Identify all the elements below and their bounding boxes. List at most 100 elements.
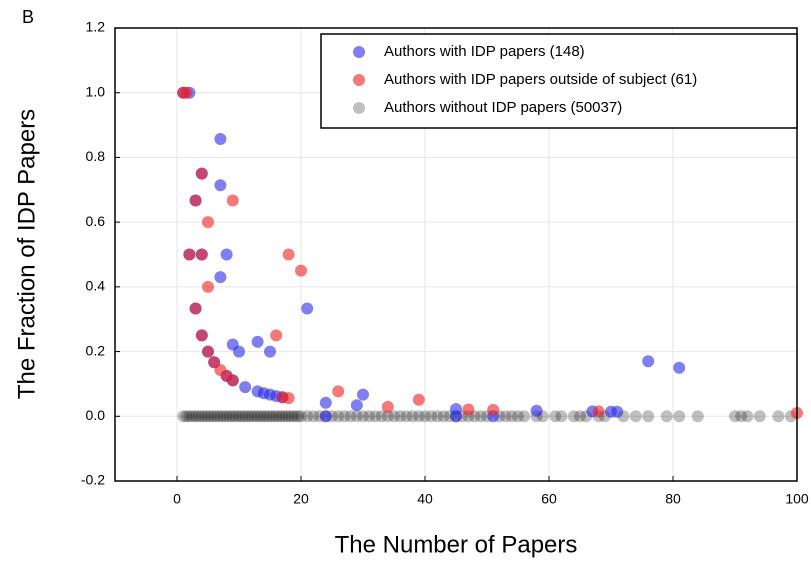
point	[419, 410, 431, 423]
point	[248, 410, 261, 423]
panel-label: B	[22, 7, 34, 27]
point	[220, 248, 233, 261]
y-tick-label: 1.2	[86, 19, 106, 35]
point	[220, 410, 233, 423]
point	[291, 410, 304, 423]
legend-label: Authors without IDP papers (50037)	[384, 99, 622, 116]
point	[195, 167, 208, 180]
point	[499, 410, 512, 423]
point	[388, 410, 400, 423]
point	[555, 410, 568, 423]
point	[202, 280, 214, 293]
point	[282, 410, 295, 423]
point	[363, 410, 376, 423]
point	[214, 271, 227, 284]
point	[226, 410, 239, 423]
point	[180, 410, 193, 423]
point	[226, 374, 239, 387]
point	[273, 410, 286, 423]
point	[629, 410, 642, 423]
point	[753, 410, 766, 423]
point	[691, 410, 704, 423]
point	[338, 410, 351, 423]
point	[189, 194, 202, 207]
point	[202, 345, 214, 358]
y-tick-label: 0.8	[86, 148, 106, 164]
point	[344, 410, 357, 423]
point	[217, 410, 230, 423]
point	[332, 385, 345, 398]
point	[512, 410, 524, 423]
point	[574, 410, 586, 423]
point	[412, 393, 425, 406]
x-tick-label: 0	[173, 491, 181, 507]
point	[301, 410, 314, 423]
point	[567, 410, 580, 423]
point	[214, 410, 227, 423]
x-tick-label: 100	[785, 491, 809, 507]
point	[319, 396, 332, 409]
point	[211, 410, 224, 423]
point	[239, 381, 252, 394]
x-tick-label: 60	[541, 491, 557, 507]
point	[425, 410, 438, 423]
point	[741, 410, 754, 423]
point	[198, 410, 211, 423]
point	[192, 410, 205, 423]
y-tick-label: 0.2	[86, 342, 106, 358]
point	[270, 329, 283, 342]
point	[673, 410, 686, 423]
plot-frame	[114, 27, 798, 482]
point	[530, 404, 543, 417]
point	[474, 410, 487, 423]
point	[673, 361, 686, 374]
point	[242, 410, 255, 423]
legend-marker	[353, 74, 365, 86]
point	[462, 403, 475, 416]
point	[276, 410, 289, 423]
point	[189, 302, 202, 315]
point	[295, 410, 307, 423]
point	[518, 410, 531, 423]
x-tick-label: 40	[417, 491, 433, 507]
y-axis-label: The Fraction of IDP Papers	[13, 109, 40, 399]
point	[431, 410, 444, 423]
point	[267, 410, 280, 423]
point	[729, 410, 741, 423]
point	[285, 410, 298, 423]
point	[202, 410, 214, 423]
point	[195, 248, 208, 261]
point	[183, 410, 196, 423]
point	[319, 410, 332, 423]
point	[332, 410, 345, 423]
legend-label: Authors with IDP papers outside of subje…	[384, 71, 697, 88]
point	[295, 264, 307, 277]
point	[450, 410, 462, 423]
point	[735, 410, 748, 423]
legend-marker	[353, 46, 365, 58]
y-tick-label: 1.0	[86, 83, 106, 99]
point	[592, 405, 605, 418]
point	[642, 410, 655, 423]
y-tick-label: 0.4	[86, 278, 106, 294]
point	[257, 410, 270, 423]
point	[260, 410, 273, 423]
point	[412, 410, 425, 423]
point	[350, 399, 363, 412]
point	[369, 410, 382, 423]
point	[660, 410, 673, 423]
point	[375, 410, 388, 423]
point	[208, 410, 221, 423]
point	[282, 392, 295, 405]
point	[772, 410, 785, 423]
point	[357, 388, 369, 401]
point	[264, 345, 276, 358]
point	[301, 302, 314, 315]
point	[189, 410, 202, 423]
point	[437, 410, 450, 423]
point	[394, 410, 407, 423]
x-tick-label: 20	[293, 491, 309, 507]
point	[202, 216, 214, 229]
point	[381, 400, 394, 413]
